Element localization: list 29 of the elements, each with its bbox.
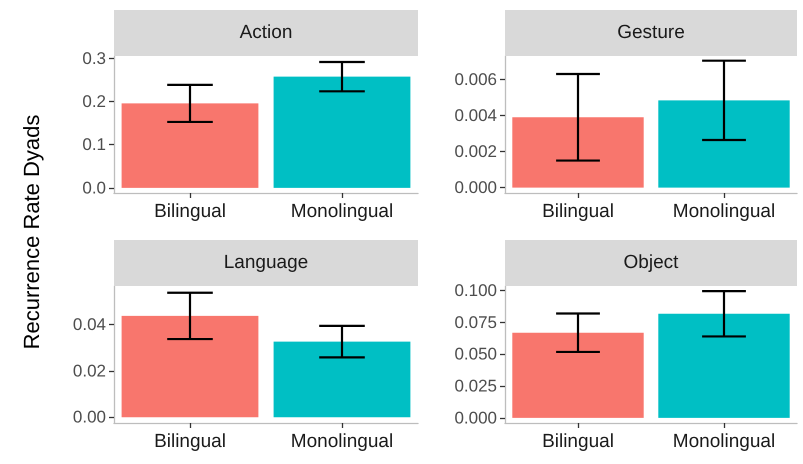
y-tick-label: 0.000 (454, 178, 497, 198)
y-tick-label: 0.3 (82, 49, 106, 68)
y-tick-label: 0.0 (82, 178, 106, 198)
y-tick-label: 0.1 (82, 135, 106, 154)
x-tick-label: Monolingual (672, 201, 776, 222)
chart-title: Gesture (505, 10, 797, 56)
y-tick-label: 0.004 (454, 106, 497, 125)
y-tick-label: 0.025 (454, 376, 497, 396)
y-tick-label: 0.050 (454, 344, 497, 364)
x-tick-label: Bilingual (542, 431, 614, 452)
x-tick-label: Bilingual (542, 201, 614, 222)
x-tick-label: Bilingual (154, 201, 226, 222)
x-tick-label: Bilingual (154, 431, 226, 452)
y-tick-label: 0.002 (454, 142, 497, 162)
y-tick-label: 0.075 (454, 312, 497, 332)
x-tick-label: Monolingual (290, 431, 394, 452)
x-tick-label: Monolingual (672, 431, 776, 452)
chart-title: Language (114, 240, 418, 286)
y-tick-label: 0.006 (454, 70, 497, 89)
chart-title: Object (505, 240, 797, 286)
x-tick-label: Monolingual (290, 201, 394, 222)
chart-title: Action (114, 10, 418, 56)
y-tick-label: 0.2 (82, 92, 106, 112)
y-tick-label: 0.04 (72, 314, 106, 334)
y-tick-label: 0.00 (72, 408, 106, 427)
y-tick-label: 0.02 (72, 361, 106, 380)
y-tick-label: 0.000 (454, 408, 497, 428)
y-axis-title: Recurrence Rate Dyads (19, 114, 45, 350)
y-tick-label: 0.100 (454, 281, 497, 300)
